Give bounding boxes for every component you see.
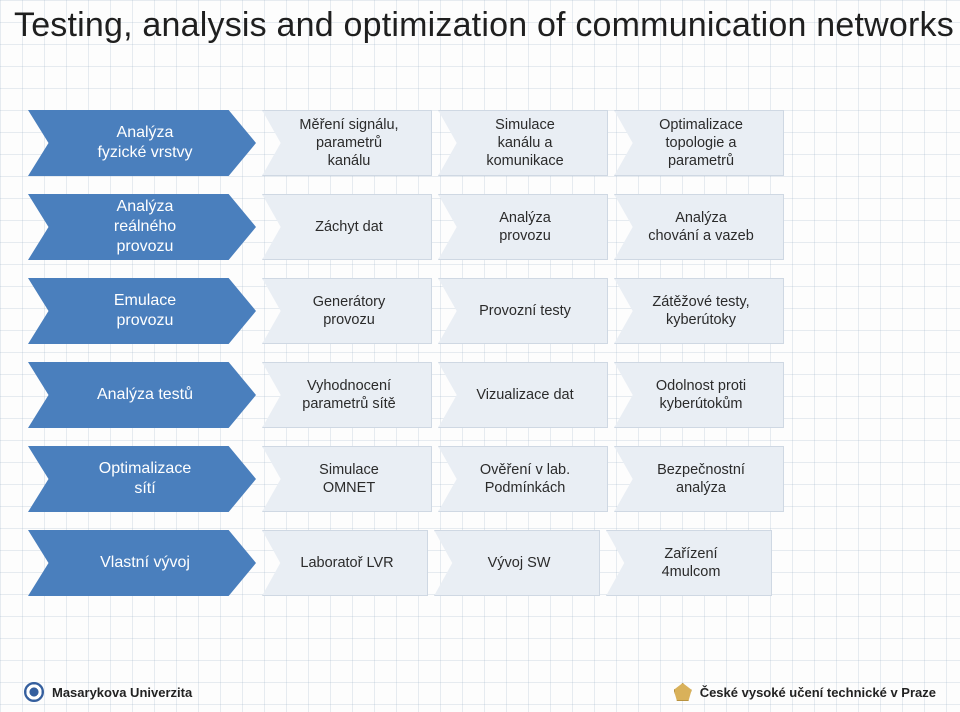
- diagram-row: Analýza fyzické vrstvy Měření signálu, p…: [28, 110, 932, 176]
- step-chevron: Simulace OMNET: [262, 446, 432, 512]
- step-label: Simulace kanálu a komunikace: [486, 116, 563, 170]
- step-label: Analýza provozu: [499, 209, 551, 245]
- step-chevron: Měření signálu, parametrů kanálu: [262, 110, 432, 176]
- lead-chevron: Optimalizace sítí: [28, 446, 256, 512]
- step-chevron: Provozní testy: [438, 278, 608, 344]
- page-title: Testing, analysis and optimization of co…: [14, 6, 954, 45]
- step-label: Zařízení 4mulcom: [662, 545, 721, 581]
- step-chevron: Simulace kanálu a komunikace: [438, 110, 608, 176]
- step-chevron: Vyhodnocení parametrů sítě: [262, 362, 432, 428]
- step-label: Záchyt dat: [315, 218, 383, 236]
- cvut-logo-icon: [674, 683, 692, 701]
- step-chevron: Záchyt dat: [262, 194, 432, 260]
- diagram-row: Analýza reálného provozu Záchyt dat Anal…: [28, 194, 932, 260]
- step-label: Analýza chování a vazeb: [648, 209, 754, 245]
- diagram-row: Optimalizace sítí Simulace OMNET Ověření…: [28, 446, 932, 512]
- step-chevron: Optimalizace topologie a parametrů: [614, 110, 784, 176]
- step-chevron: Ověření v lab. Podmínkách: [438, 446, 608, 512]
- step-label: Vyhodnocení parametrů sítě: [302, 377, 396, 413]
- step-label: Vizualizace dat: [476, 386, 573, 404]
- step-chevron: Zařízení 4mulcom: [606, 530, 772, 596]
- step-label: Odolnost proti kyberútokům: [656, 377, 746, 413]
- lead-label: Analýza fyzické vrstvy: [95, 123, 192, 163]
- step-label: Generátory provozu: [313, 293, 386, 329]
- footer-left: Masarykova Univerzita: [24, 682, 192, 702]
- lead-label: Emulace provozu: [112, 291, 176, 331]
- lead-chevron: Analýza reálného provozu: [28, 194, 256, 260]
- lead-label: Analýza reálného provozu: [112, 197, 176, 257]
- diagram-row: Emulace provozu Generátory provozu Provo…: [28, 278, 932, 344]
- lead-label: Optimalizace sítí: [97, 459, 191, 499]
- footer: Masarykova Univerzita České vysoké učení…: [0, 682, 960, 702]
- lead-chevron: Vlastní vývoj: [28, 530, 256, 596]
- footer-left-label: Masarykova Univerzita: [52, 685, 192, 700]
- step-chevron: Odolnost proti kyberútokům: [614, 362, 784, 428]
- step-label: Optimalizace topologie a parametrů: [659, 116, 743, 170]
- step-chevron: Vizualizace dat: [438, 362, 608, 428]
- step-label: Zátěžové testy, kyberútoky: [652, 293, 749, 329]
- step-chevron: Analýza chování a vazeb: [614, 194, 784, 260]
- step-label: Bezpečnostní analýza: [657, 461, 745, 497]
- step-label: Laboratoř LVR: [300, 554, 393, 572]
- step-chevron: Zátěžové testy, kyberútoky: [614, 278, 784, 344]
- footer-right: České vysoké učení technické v Praze: [674, 683, 936, 701]
- diagram-row: Vlastní vývoj Laboratoř LVR Vývoj SW Zař…: [28, 530, 932, 596]
- step-chevron: Vývoj SW: [434, 530, 600, 596]
- lead-chevron: Analýza fyzické vrstvy: [28, 110, 256, 176]
- step-label: Měření signálu, parametrů kanálu: [299, 116, 398, 170]
- step-chevron: Laboratoř LVR: [262, 530, 428, 596]
- diagram-row: Analýza testů Vyhodnocení parametrů sítě…: [28, 362, 932, 428]
- step-label: Ověření v lab. Podmínkách: [480, 461, 570, 497]
- step-label: Simulace OMNET: [319, 461, 379, 497]
- step-label: Vývoj SW: [488, 554, 551, 572]
- lead-label: Vlastní vývoj: [98, 553, 190, 573]
- lead-label: Analýza testů: [95, 385, 193, 405]
- footer-right-label: České vysoké učení technické v Praze: [700, 685, 936, 700]
- step-chevron: Bezpečnostní analýza: [614, 446, 784, 512]
- step-label: Provozní testy: [479, 302, 571, 320]
- muni-logo-icon: [24, 682, 44, 702]
- step-chevron: Generátory provozu: [262, 278, 432, 344]
- step-chevron: Analýza provozu: [438, 194, 608, 260]
- lead-chevron: Analýza testů: [28, 362, 256, 428]
- lead-chevron: Emulace provozu: [28, 278, 256, 344]
- diagram: Analýza fyzické vrstvy Měření signálu, p…: [28, 110, 932, 614]
